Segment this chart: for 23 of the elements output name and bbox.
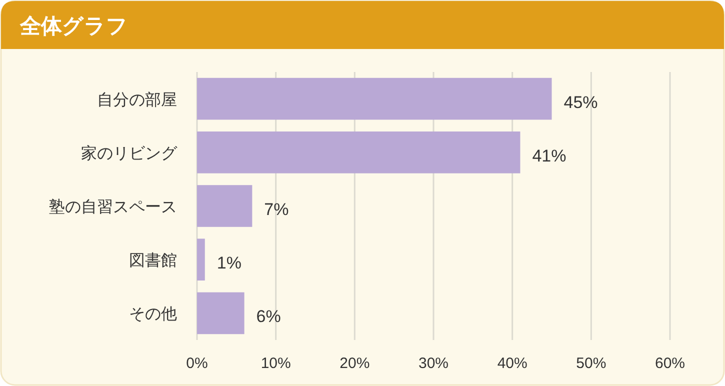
bar: [197, 185, 252, 227]
y-tick-label: 図書館: [129, 252, 177, 270]
data-label: 45%: [564, 92, 598, 112]
y-tick-label: 家のリビング: [81, 144, 178, 162]
x-tick-label: 0%: [186, 355, 208, 372]
y-tick-label: その他: [129, 306, 177, 324]
chart-title: 全体グラフ: [19, 15, 128, 38]
bar: [197, 292, 244, 334]
x-tick-label: 20%: [340, 355, 370, 372]
bar: [197, 238, 205, 281]
x-tick-label: 50%: [576, 355, 606, 372]
y-tick-label: 自分の部屋: [97, 90, 177, 109]
x-tick-label: 40%: [497, 355, 528, 372]
x-tick-label: 10%: [260, 355, 291, 372]
data-label: 1%: [216, 254, 242, 273]
data-label: 7%: [264, 200, 289, 219]
x-tick-label: 30%: [418, 355, 449, 372]
bar: [197, 78, 552, 120]
data-label: 41%: [532, 146, 566, 166]
bar: [197, 131, 520, 174]
data-label: 6%: [256, 307, 281, 326]
x-tick-label: 60%: [654, 355, 686, 372]
y-tick-label: 塾の自習スペース: [49, 198, 177, 216]
